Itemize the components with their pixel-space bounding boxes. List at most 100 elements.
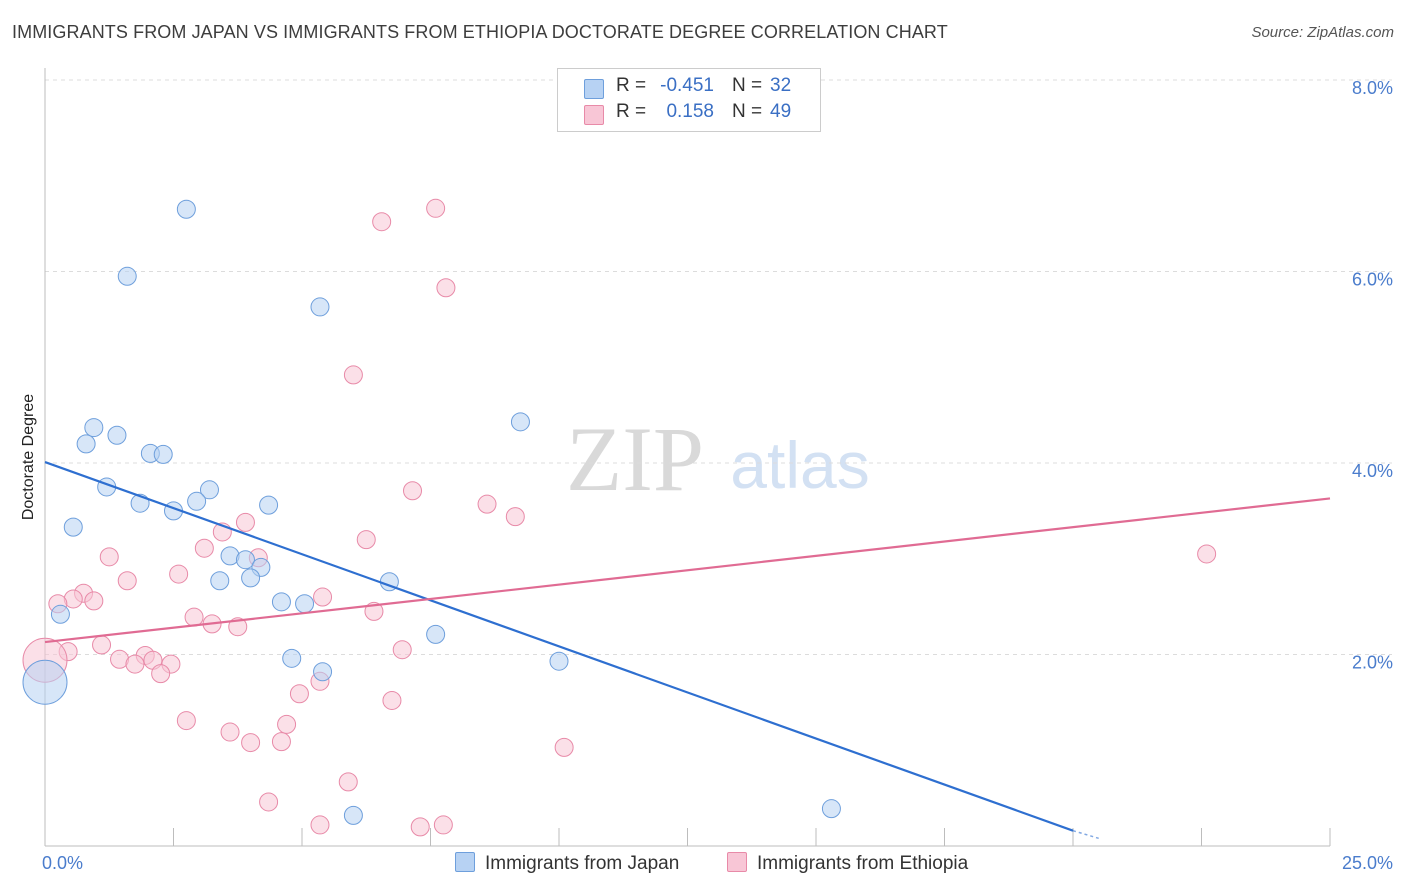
- legend-r-label: R =: [616, 75, 647, 96]
- japan-point: [259, 495, 279, 515]
- japan-point: [510, 412, 530, 432]
- y-tick-label: 2.0%: [1352, 653, 1393, 673]
- ethiopia-legend-label: Immigrants from Ethiopia: [757, 853, 969, 874]
- ethiopia-point: [313, 587, 333, 607]
- japan-point: [210, 571, 230, 591]
- ethiopia-point: [356, 530, 376, 550]
- y-tick-labels: 2.0% 4.0% 6.0% 8.0%: [1352, 78, 1393, 673]
- japan-point: [271, 592, 291, 612]
- japan-legend-label: Immigrants from Japan: [485, 853, 680, 874]
- ethiopia-point: [235, 512, 255, 532]
- y-axis-label: Doctorate Degree: [20, 394, 37, 520]
- japan-point: [295, 594, 315, 614]
- japan-point: [199, 480, 219, 500]
- correlation-legend: R = -0.451 N = 32 R = 0.158 N = 49: [557, 68, 821, 132]
- japan-point: [76, 434, 96, 454]
- ethiopia-point: [338, 772, 358, 792]
- ethiopia-points: [22, 198, 1217, 837]
- japan-swatch: [584, 79, 604, 99]
- japan-point: [63, 517, 83, 537]
- watermark-atlas: atlas: [730, 428, 869, 502]
- ethiopia-point: [382, 690, 402, 710]
- legend-n-label: N =: [732, 75, 763, 96]
- x-tick-labels: 0.0% 25.0%: [42, 853, 1393, 873]
- japan-legend-swatch: [455, 852, 475, 872]
- ethiopia-point: [92, 635, 112, 655]
- legend-r-label: R =: [616, 101, 647, 122]
- japan-point: [235, 550, 255, 570]
- ethiopia-point: [505, 507, 525, 527]
- watermark-zip: ZIP: [566, 408, 704, 510]
- ethiopia-point: [554, 737, 574, 757]
- axes: [44, 68, 1331, 847]
- ethiopia-trend-line: [44, 497, 1331, 644]
- ethiopia-point: [99, 547, 119, 567]
- ethiopia-point: [228, 617, 248, 637]
- ethiopia-point: [271, 732, 291, 752]
- ethiopia-swatch: [584, 105, 604, 125]
- ethiopia-point: [117, 571, 137, 591]
- ethiopia-point: [289, 684, 309, 704]
- japan-point: [117, 266, 137, 286]
- japan-point: [187, 491, 207, 511]
- ethiopia-point: [194, 538, 214, 558]
- x-tick-label: 25.0%: [1342, 853, 1393, 873]
- ethiopia-point: [426, 198, 446, 218]
- chart-title: IMMIGRANTS FROM JAPAN VS IMMIGRANTS FROM…: [12, 22, 948, 42]
- series-legend-japan: Immigrants from Japan: [455, 852, 679, 875]
- trend-lines: [44, 461, 1331, 840]
- ethiopia-point: [477, 494, 497, 514]
- ethiopia-point: [169, 564, 189, 584]
- ethiopia-point: [151, 664, 171, 684]
- japan-point: [821, 799, 841, 819]
- japan-trend-extension: [1072, 829, 1099, 840]
- japan-point: [313, 662, 333, 682]
- ethiopia-point: [392, 640, 412, 660]
- ethiopia-point: [436, 278, 456, 298]
- ethiopia-point: [184, 607, 204, 627]
- y-tick-label: 4.0%: [1352, 461, 1393, 481]
- legend-r-value: -0.451: [660, 75, 714, 96]
- ethiopia-point: [220, 722, 240, 742]
- japan-point: [426, 624, 446, 644]
- japan-point: [549, 651, 569, 671]
- japan-point: [84, 418, 104, 438]
- source-label: Source: ZipAtlas.com: [1251, 24, 1394, 41]
- japan-trend-line: [44, 461, 1074, 832]
- ethiopia-point: [241, 733, 261, 753]
- ethiopia-point: [1197, 544, 1217, 564]
- ethiopia-point: [277, 714, 297, 734]
- japan-points: [22, 199, 841, 825]
- ethiopia-point: [259, 792, 279, 812]
- japan-point: [153, 444, 173, 464]
- japan-point: [50, 604, 70, 624]
- ethiopia-point: [433, 815, 453, 835]
- y-tick-label: 8.0%: [1352, 78, 1393, 98]
- japan-point: [22, 659, 68, 705]
- japan-point: [176, 199, 196, 219]
- legend-row-ethiopia: R = 0.158 N = 49: [558, 101, 820, 127]
- ethiopia-point: [125, 654, 145, 674]
- ethiopia-point: [84, 591, 104, 611]
- legend-n-label: N =: [732, 101, 763, 122]
- series-legend-ethiopia: Immigrants from Ethiopia: [727, 852, 968, 875]
- japan-point: [310, 297, 330, 317]
- japan-point: [241, 568, 261, 588]
- legend-row-japan: R = -0.451 N = 32: [558, 75, 820, 101]
- ethiopia-point: [343, 365, 363, 385]
- ethiopia-point: [403, 481, 423, 501]
- legend-n-value: 32: [770, 75, 792, 96]
- x-tick-label: 0.0%: [42, 853, 83, 873]
- ethiopia-point: [176, 711, 196, 731]
- ethiopia-legend-swatch: [727, 852, 747, 872]
- y-tick-label: 6.0%: [1352, 270, 1393, 290]
- legend-r-value: 0.158: [666, 101, 714, 122]
- ethiopia-point: [372, 212, 392, 232]
- ethiopia-point: [410, 817, 430, 837]
- japan-point: [107, 425, 127, 445]
- ethiopia-point: [310, 815, 330, 835]
- japan-point: [343, 805, 363, 825]
- ethiopia-point: [364, 601, 384, 621]
- legend-n-value: 49: [770, 101, 792, 122]
